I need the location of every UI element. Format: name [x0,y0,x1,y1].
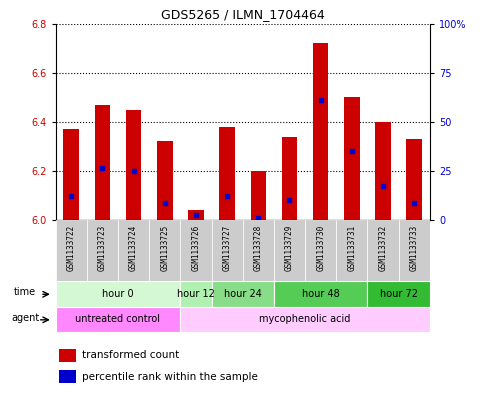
Title: GDS5265 / ILMN_1704464: GDS5265 / ILMN_1704464 [161,8,325,21]
Bar [180,220,212,281]
Bar [157,141,172,220]
Bar [212,220,242,281]
Text: GSM1133725: GSM1133725 [160,224,169,271]
Text: hour 0: hour 0 [102,289,134,299]
Bar [56,281,180,307]
Bar [251,171,266,220]
Bar [398,220,430,281]
Bar [336,220,368,281]
Bar [305,220,336,281]
Text: hour 72: hour 72 [380,289,418,299]
Bar [368,281,430,307]
Bar [242,220,274,281]
Bar [375,122,391,220]
Text: hour 12: hour 12 [177,289,215,299]
Text: GSM1133724: GSM1133724 [129,224,138,271]
Bar [344,97,360,220]
Bar [180,281,212,307]
Bar [118,220,149,281]
Text: hour 24: hour 24 [224,289,262,299]
Text: GSM1133730: GSM1133730 [316,224,325,271]
Bar [59,370,76,384]
Text: GSM1133733: GSM1133733 [410,224,419,271]
Bar [274,281,368,307]
Bar [95,105,110,220]
Text: GSM1133729: GSM1133729 [285,224,294,271]
Bar [59,349,76,362]
Bar [282,137,298,220]
Text: hour 48: hour 48 [302,289,340,299]
Bar [368,220,398,281]
Bar [126,110,142,220]
Bar [180,307,430,332]
Bar [274,220,305,281]
Bar [56,307,180,332]
Text: GSM1133727: GSM1133727 [223,224,232,271]
Text: GSM1133726: GSM1133726 [191,224,200,271]
Text: GSM1133722: GSM1133722 [67,224,76,271]
Text: GSM1133731: GSM1133731 [347,224,356,271]
Bar [56,220,87,281]
Bar [313,43,328,220]
Bar [63,129,79,220]
Text: GSM1133723: GSM1133723 [98,224,107,271]
Bar [219,127,235,220]
Text: time: time [14,288,36,298]
Text: percentile rank within the sample: percentile rank within the sample [82,372,257,382]
Text: GSM1133728: GSM1133728 [254,224,263,271]
Text: mycophenolic acid: mycophenolic acid [259,314,351,324]
Text: agent: agent [11,313,39,323]
Bar [212,281,274,307]
Text: GSM1133732: GSM1133732 [379,224,387,271]
Text: transformed count: transformed count [82,350,179,360]
Bar [188,210,204,220]
Text: untreated control: untreated control [75,314,160,324]
Bar [149,220,180,281]
Bar [407,139,422,220]
Bar [87,220,118,281]
